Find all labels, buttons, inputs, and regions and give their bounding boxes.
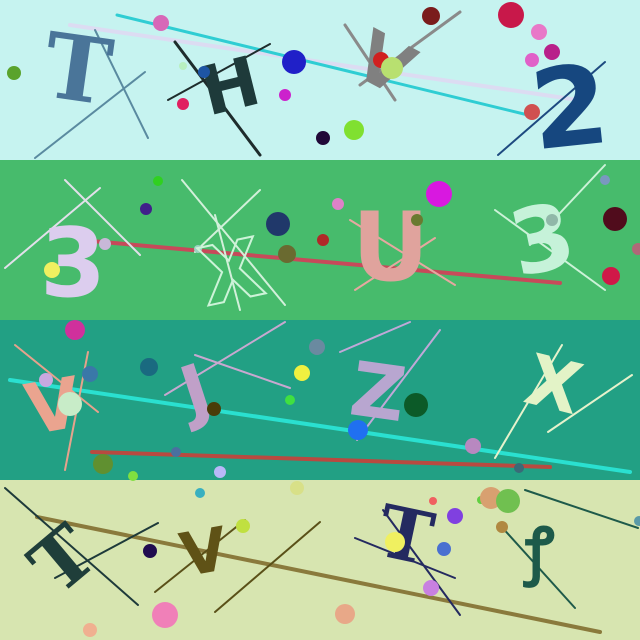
glyph-swirl: ꝭ (523, 514, 555, 588)
band-4-background (0, 480, 640, 640)
letter-2: 2 (525, 40, 615, 175)
band-2-lines (4, 164, 606, 311)
band-1-dots (7, 2, 560, 145)
letter-u: U (352, 193, 429, 303)
band-2-dots (44, 175, 640, 285)
band-1-lines (34, 10, 606, 159)
band-3-dots (39, 320, 524, 481)
band-4-dots (83, 481, 640, 637)
letter-t: T (37, 12, 118, 126)
band-4-lines (4, 487, 639, 634)
